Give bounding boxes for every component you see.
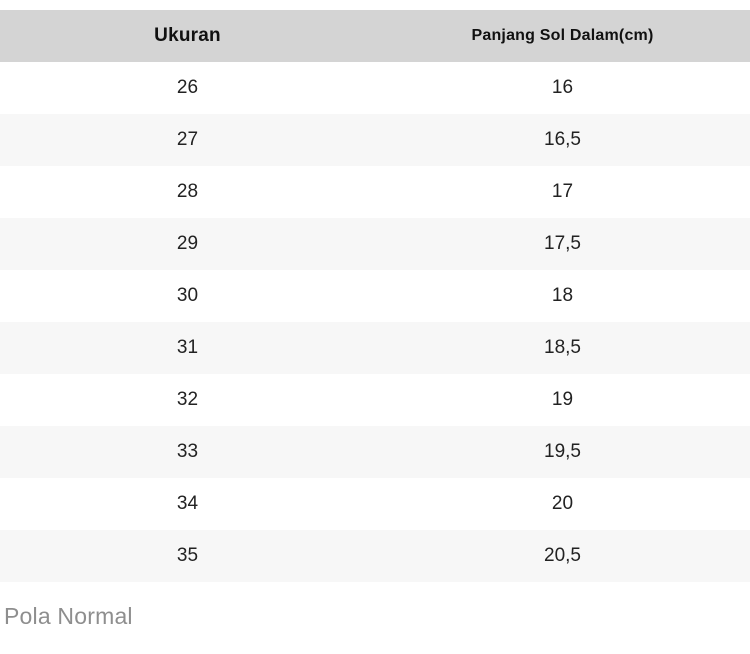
size-cell: 28	[0, 166, 375, 218]
size-cell: 31	[0, 322, 375, 374]
insole-length-cell: 19,5	[375, 426, 750, 478]
size-cell: 27	[0, 114, 375, 166]
table-row: 27 16,5	[0, 114, 750, 166]
table-row: 26 16	[0, 62, 750, 114]
size-cell: 30	[0, 270, 375, 322]
insole-length-cell: 16	[375, 62, 750, 114]
size-chart-table: Ukuran Panjang Sol Dalam(cm) 26 16 27 16,5 2…	[0, 10, 750, 582]
insole-length-cell: 20,5	[375, 530, 750, 582]
insole-length-cell: 18,5	[375, 322, 750, 374]
size-cell: 35	[0, 530, 375, 582]
table-row: 35 20,5	[0, 530, 750, 582]
header-row: Ukuran Panjang Sol Dalam(cm)	[0, 10, 750, 62]
column-header-size: Ukuran	[0, 10, 375, 62]
size-cell: 34	[0, 478, 375, 530]
table-row: 30 18	[0, 270, 750, 322]
size-cell: 29	[0, 218, 375, 270]
insole-length-cell: 18	[375, 270, 750, 322]
table-row: 31 18,5	[0, 322, 750, 374]
insole-length-cell: 16,5	[375, 114, 750, 166]
table-row: 29 17,5	[0, 218, 750, 270]
insole-length-cell: 20	[375, 478, 750, 530]
size-cell: 32	[0, 374, 375, 426]
table-row: 34 20	[0, 478, 750, 530]
top-spacer	[0, 0, 750, 10]
insole-length-cell: 17	[375, 166, 750, 218]
size-cell: 26	[0, 62, 375, 114]
insole-length-cell: 19	[375, 374, 750, 426]
pattern-note: Pola Normal	[4, 603, 133, 629]
table-row: 28 17	[0, 166, 750, 218]
size-chart-body: 26 16 27 16,5 28 17 29 17,5 30 18 31 18,5 32 19 33 19,5…	[0, 62, 750, 582]
insole-length-cell: 17,5	[375, 218, 750, 270]
size-cell: 33	[0, 426, 375, 478]
table-row: 32 19	[0, 374, 750, 426]
table-row: 33 19,5	[0, 426, 750, 478]
column-header-insole-length: Panjang Sol Dalam(cm)	[375, 10, 750, 62]
size-chart-header: Ukuran Panjang Sol Dalam(cm)	[0, 10, 750, 62]
